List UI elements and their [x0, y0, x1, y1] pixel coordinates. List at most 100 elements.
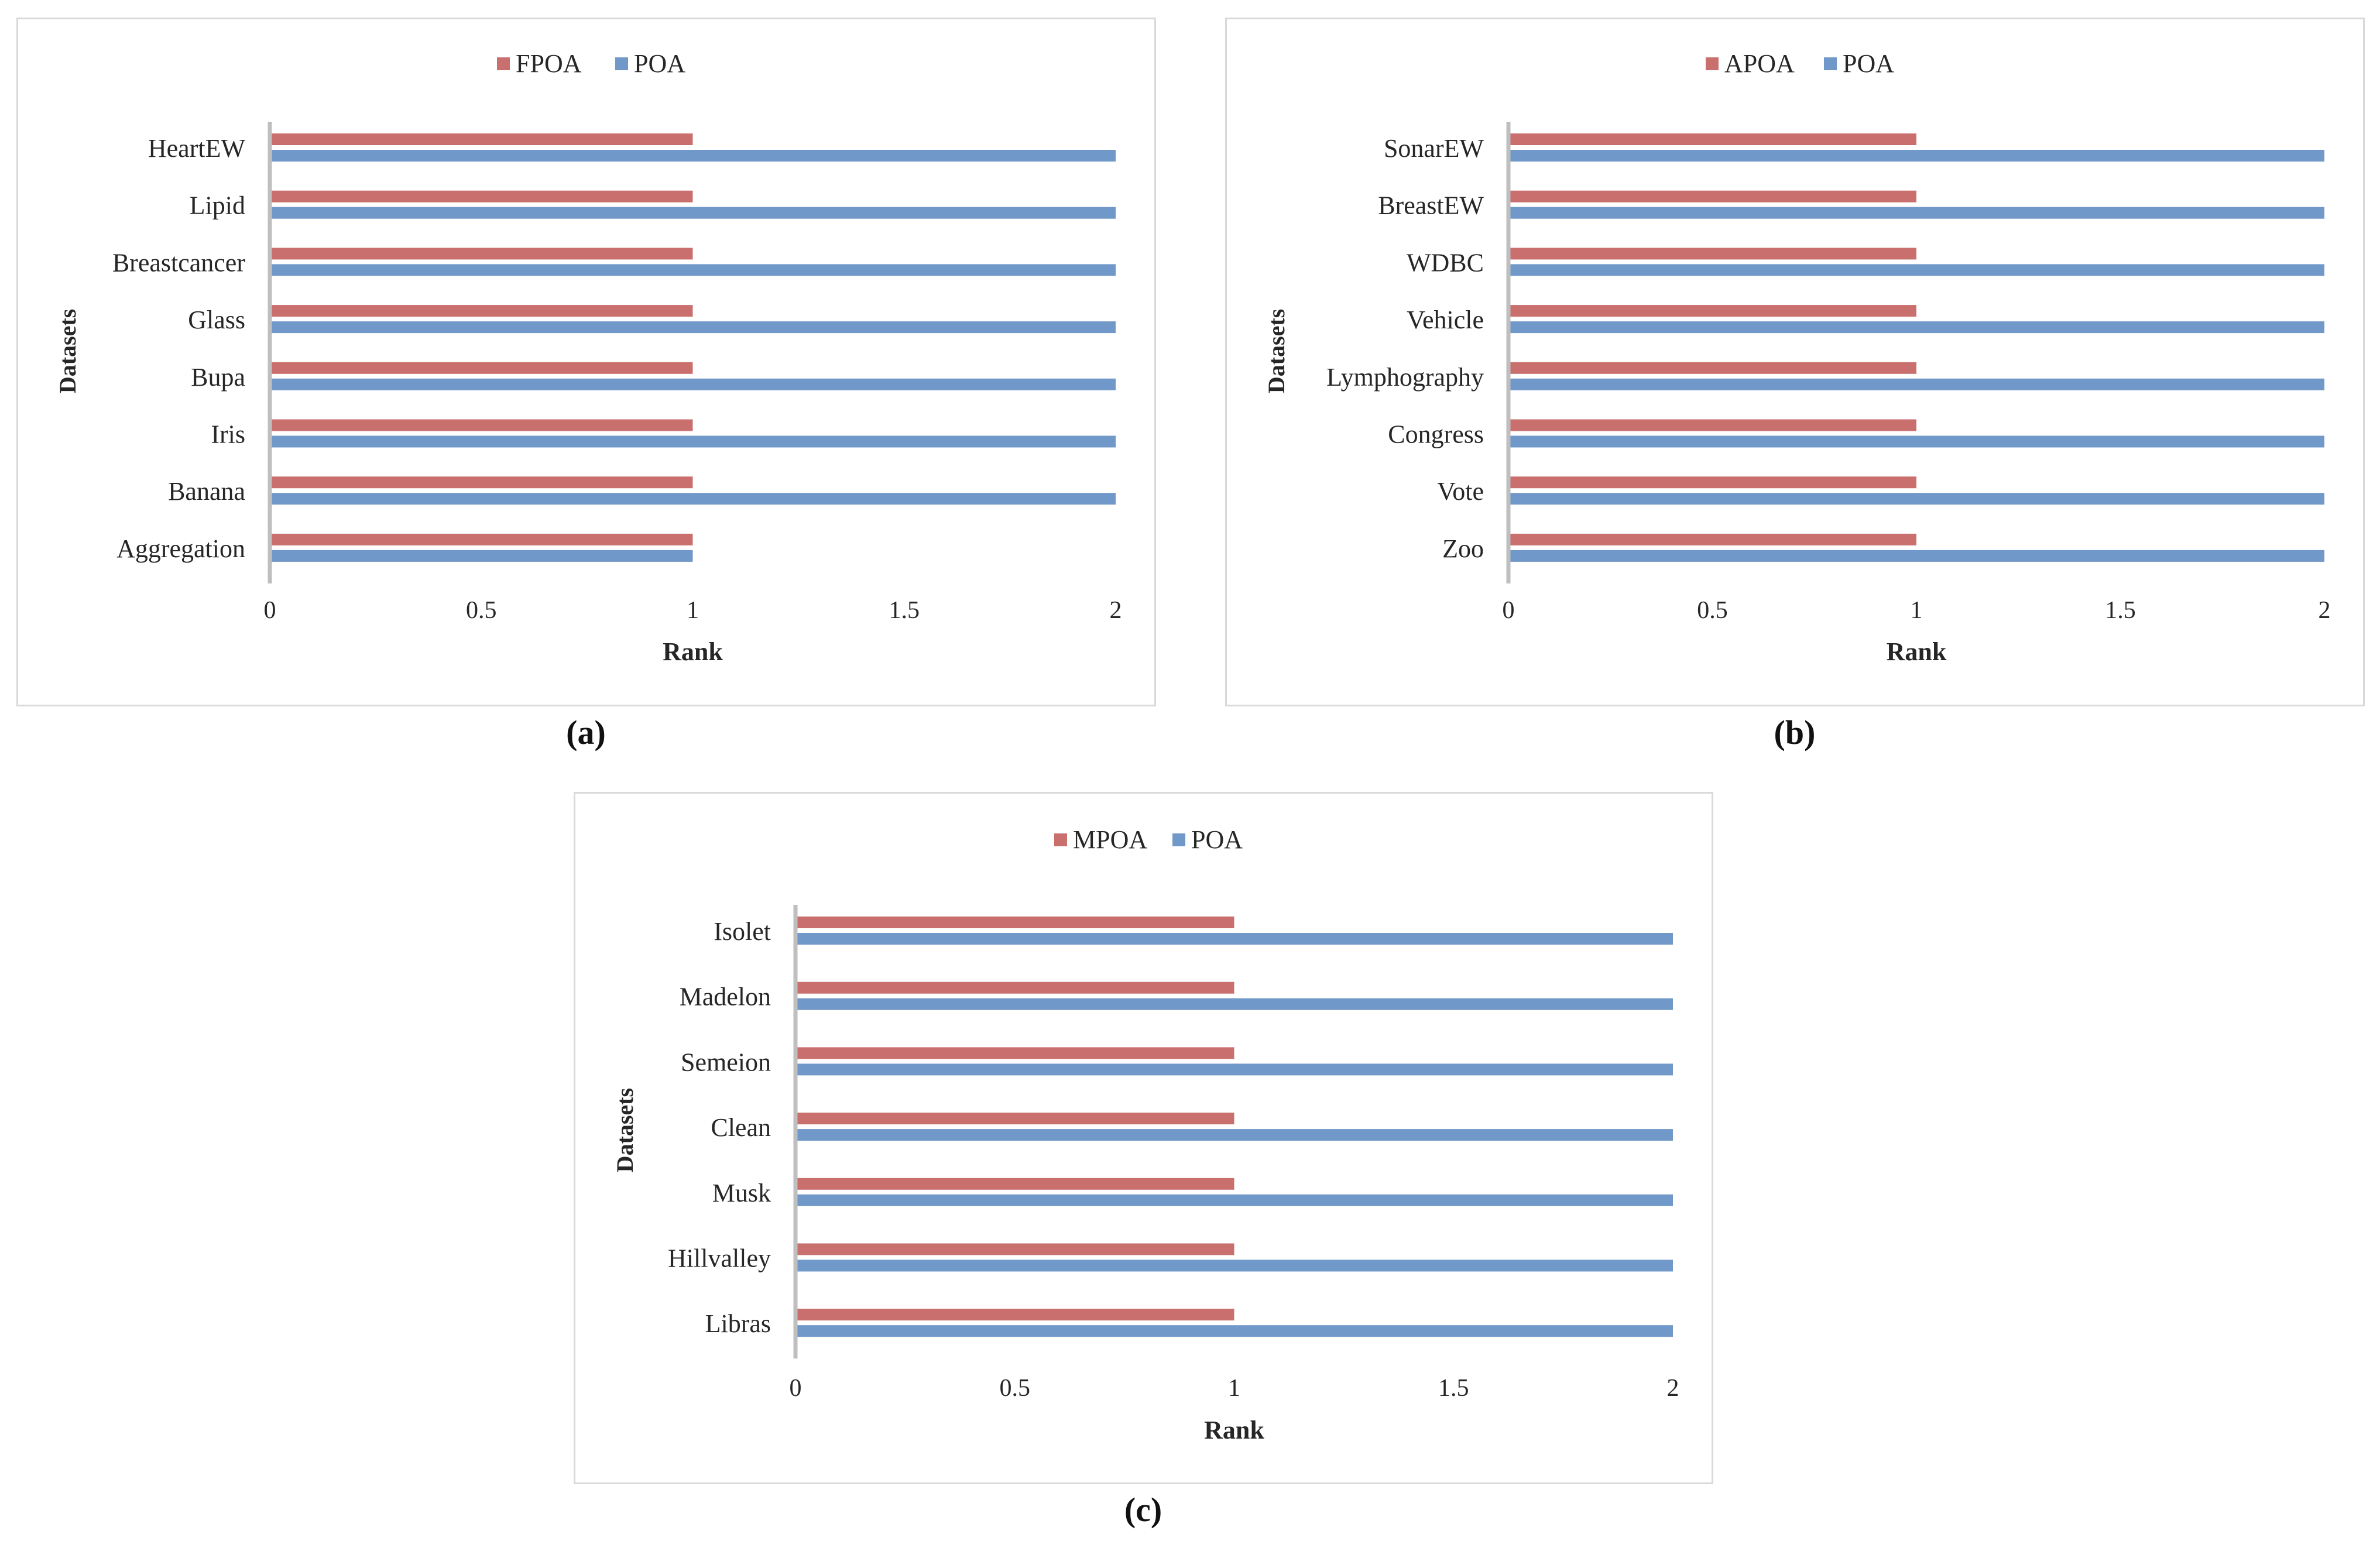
- bar-poa-lymphography: [1508, 378, 2324, 390]
- legend-swatch-apoa: [1706, 57, 1719, 70]
- category-label: Clean: [711, 1113, 771, 1142]
- chart-panel-a: HeartEW Lipid Breastcancer Glass Bupa Iris Ban…: [16, 18, 1156, 706]
- x-tick-label: 1.5: [2105, 597, 2136, 624]
- category-label: Glass: [188, 306, 245, 334]
- x-axis-title: Rank: [663, 637, 723, 666]
- chart-panel-b: SonarEW BreastEW WDBC Vehicle Lymphography Co…: [1225, 18, 2365, 706]
- legend-label-fpoa: FPOA: [516, 49, 582, 78]
- bar-poa-zoo: [1508, 550, 2324, 562]
- x-tick-label: 1: [1228, 1375, 1240, 1402]
- legend-swatch-poa: [1172, 833, 1185, 846]
- category-label: BreastEW: [1378, 191, 1484, 220]
- x-tick-label: 2: [1667, 1375, 1679, 1402]
- bar-poa-semeion: [795, 1063, 1673, 1076]
- legend-label-mpoa: MPOA: [1073, 825, 1147, 854]
- panel-label-b: (b): [1774, 713, 1816, 751]
- category-label: WDBC: [1407, 248, 1484, 277]
- bar-apoa-wdbc: [1508, 248, 1916, 260]
- category-label: Aggregation: [116, 534, 245, 563]
- category-label: Isolet: [714, 917, 771, 946]
- category-label: Iris: [211, 420, 245, 449]
- bar-mpoa-musk: [795, 1178, 1234, 1190]
- bar-poa-musk: [795, 1194, 1673, 1206]
- x-tick-label: 0.5: [1697, 597, 1728, 624]
- bar-apoa-vehicle: [1508, 305, 1916, 317]
- chart-b-svg: SonarEW BreastEW WDBC Vehicle Lymphography Co…: [1263, 49, 2331, 666]
- y-axis-title: Datasets: [612, 1088, 638, 1172]
- x-tick-label: 0: [790, 1375, 802, 1402]
- category-label: Congress: [1388, 420, 1484, 449]
- x-tick-label: 0: [1503, 597, 1515, 624]
- chart-panel-c: Isolet Madelon Semeion Clean Musk Hillvalley L…: [574, 792, 1713, 1484]
- category-label: Bupa: [191, 363, 245, 392]
- x-tick-label: 2: [2319, 597, 2331, 624]
- bar-poa-vehicle: [1508, 321, 2324, 334]
- bar-poa-breastew: [1508, 207, 2324, 219]
- x-axis-title: Rank: [1887, 637, 1947, 666]
- x-axis-title: Rank: [1204, 1416, 1264, 1444]
- bar-poa-heartew: [270, 150, 1116, 162]
- bar-apoa-congress: [1508, 419, 1916, 431]
- category-label: Hillvalley: [668, 1244, 771, 1273]
- bar-poa-madelon: [795, 998, 1673, 1010]
- chart-c-svg: Isolet Madelon Semeion Clean Musk Hillvalley L…: [612, 825, 1679, 1444]
- category-label: Libras: [705, 1309, 771, 1338]
- legend-swatch-fpoa: [497, 57, 510, 70]
- category-label: SonarEW: [1384, 134, 1484, 163]
- bar-poa-breastcancer: [270, 264, 1116, 276]
- x-tick-label: 1.5: [1438, 1375, 1469, 1402]
- category-label: Banana: [168, 477, 245, 506]
- bar-poa-isolet: [795, 933, 1673, 945]
- bar-fpoa-lipid: [270, 190, 693, 203]
- legend-label-apoa: APOA: [1724, 49, 1795, 78]
- category-label: Zoo: [1442, 534, 1484, 563]
- bar-mpoa-isolet: [795, 917, 1234, 928]
- bar-poa-banana: [270, 493, 1116, 505]
- x-tick-label: 0.5: [1000, 1375, 1031, 1402]
- x-tick-label: 2: [1110, 597, 1122, 624]
- y-axis-title: Datasets: [54, 309, 81, 393]
- category-label: Lymphography: [1326, 363, 1484, 392]
- bar-mpoa-semeion: [795, 1047, 1234, 1059]
- bar-poa-aggregation: [270, 550, 693, 562]
- category-label: Musk: [712, 1179, 771, 1207]
- bar-poa-clean: [795, 1129, 1673, 1141]
- bar-mpoa-libras: [795, 1309, 1234, 1321]
- bar-poa-wdbc: [1508, 264, 2324, 276]
- bar-mpoa-clean: [795, 1113, 1234, 1125]
- category-label: Breastcancer: [112, 248, 246, 277]
- panel-label-c: (c): [1124, 1491, 1162, 1529]
- category-label: Vehicle: [1407, 306, 1484, 334]
- bar-mpoa-hillvalley: [795, 1243, 1234, 1255]
- x-tick-label: 1: [1911, 597, 1923, 624]
- legend-swatch-poa: [1824, 57, 1837, 70]
- panel-label-a: (a): [566, 713, 606, 751]
- legend-label-poa: POA: [1191, 825, 1243, 854]
- y-axis-title: Datasets: [1263, 309, 1290, 393]
- bar-fpoa-bupa: [270, 362, 693, 374]
- category-label: Semeion: [681, 1048, 771, 1076]
- x-tick-label: 1: [687, 597, 699, 624]
- bar-apoa-zoo: [1508, 533, 1916, 545]
- bar-poa-lipid: [270, 207, 1116, 219]
- bar-apoa-sonarew: [1508, 133, 1916, 145]
- bar-mpoa-madelon: [795, 981, 1234, 994]
- legend-swatch-mpoa: [1054, 833, 1067, 846]
- legend-label-poa: POA: [1843, 49, 1894, 78]
- bar-fpoa-aggregation: [270, 533, 693, 545]
- legend-swatch-poa: [615, 57, 628, 70]
- bar-apoa-breastew: [1508, 190, 1916, 203]
- bar-fpoa-heartew: [270, 133, 693, 145]
- bar-poa-sonarew: [1508, 150, 2324, 162]
- bar-poa-vote: [1508, 493, 2324, 505]
- category-label: Vote: [1437, 477, 1484, 506]
- bar-poa-congress: [1508, 435, 2324, 448]
- bar-fpoa-breastcancer: [270, 248, 693, 260]
- bar-fpoa-iris: [270, 419, 693, 431]
- bar-fpoa-glass: [270, 305, 693, 317]
- category-label: Madelon: [680, 983, 771, 1011]
- category-label: HeartEW: [148, 134, 246, 163]
- chart-a-svg: HeartEW Lipid Breastcancer Glass Bupa Iris Ban…: [54, 49, 1122, 666]
- bar-apoa-vote: [1508, 476, 1916, 489]
- bar-poa-libras: [795, 1325, 1673, 1337]
